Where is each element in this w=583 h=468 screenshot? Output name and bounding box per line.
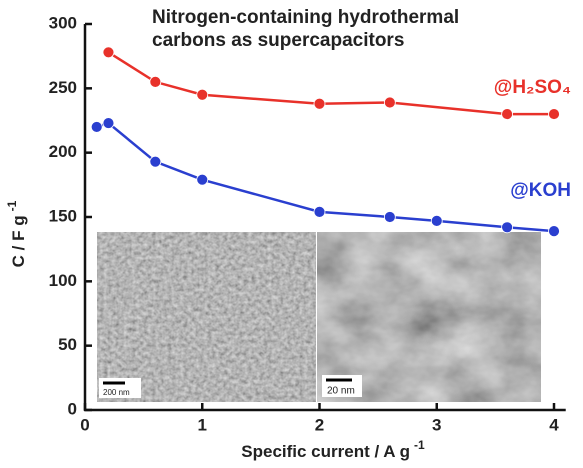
data-point	[431, 215, 442, 226]
data-point	[197, 89, 208, 100]
scale-bar-label: 200 nm	[103, 388, 130, 397]
y-axis-label-sup: -1	[5, 200, 19, 211]
y-axis-label-text: C / F g	[9, 215, 28, 267]
y-axis-label: C / F g -1	[5, 200, 28, 267]
series-line	[108, 52, 554, 114]
series-label: @H₂SO₄	[494, 77, 571, 98]
data-point	[103, 118, 114, 129]
chart-title: Nitrogen-containing hydrothermal	[152, 7, 459, 28]
chart-title: carbons as supercapacitors	[152, 30, 404, 51]
y-tick-label: 150	[49, 206, 77, 225]
y-tick-label: 0	[68, 399, 77, 418]
data-point	[384, 212, 395, 223]
series-label: @KOH	[510, 180, 571, 201]
x-axis-label-text: Specific current / A g	[241, 442, 410, 461]
inset-texture-left	[97, 232, 316, 402]
y-tick-label: 250	[49, 78, 77, 97]
data-point	[502, 222, 513, 233]
data-point	[549, 226, 560, 237]
data-point	[91, 121, 102, 132]
scale-bar-label: 20 nm	[327, 386, 355, 397]
data-point	[150, 156, 161, 167]
data-point	[384, 97, 395, 108]
x-tick-label: 0	[80, 415, 89, 434]
data-point	[103, 47, 114, 58]
y-tick-label: 200	[49, 142, 77, 161]
y-tick-label: 100	[49, 271, 77, 290]
series-line	[97, 123, 554, 231]
inset-images: 200 nm 20 nm	[97, 232, 541, 402]
x-tick-label: 2	[315, 415, 324, 434]
data-point	[549, 109, 560, 120]
x-axis-label: Specific current / A g -1	[241, 438, 425, 461]
data-point	[150, 76, 161, 87]
data-point	[314, 206, 325, 217]
x-tick-label: 1	[198, 415, 207, 434]
x-tick-label: 3	[432, 415, 441, 434]
x-tick-label: 4	[549, 415, 559, 434]
data-point	[314, 98, 325, 109]
y-tick-label: 300	[49, 13, 77, 32]
chart: 200 nm 20 nm Nitrogen-containing hydroth…	[0, 0, 583, 468]
data-point	[197, 174, 208, 185]
y-tick-label: 50	[58, 335, 77, 354]
x-axis-label-sup: -1	[414, 438, 425, 452]
data-point	[502, 109, 513, 120]
